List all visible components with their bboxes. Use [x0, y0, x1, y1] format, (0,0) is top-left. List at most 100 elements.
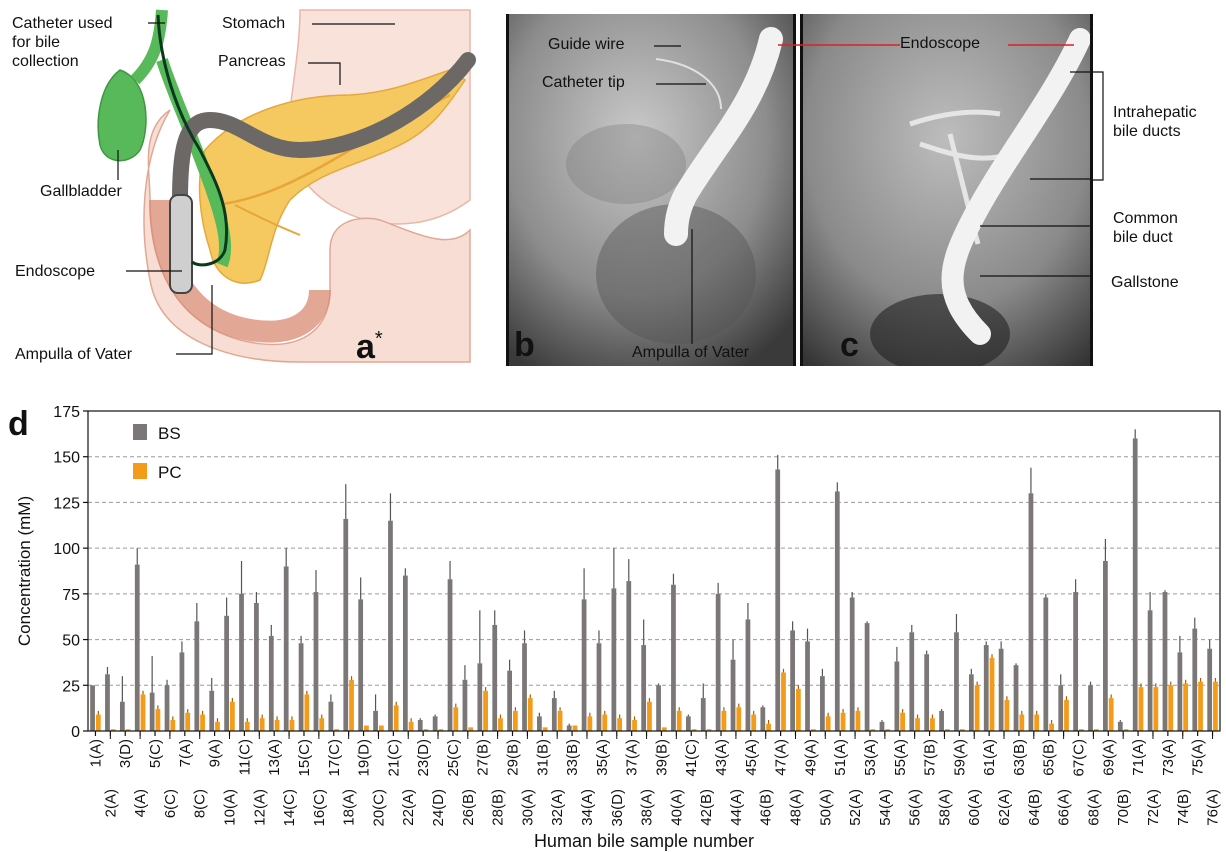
bar-pc	[349, 679, 354, 731]
x-tick-label: 19(D)	[356, 739, 373, 777]
bar-pc	[393, 705, 399, 731]
bar-pc	[676, 710, 682, 731]
bar-pc	[855, 710, 861, 731]
bar-pc	[796, 688, 801, 731]
x-tick-label: 59(A)	[951, 739, 968, 776]
bar-pc	[930, 718, 935, 731]
x-tick-label: 63(B)	[1011, 739, 1028, 776]
bar-bs	[1103, 560, 1108, 731]
chart-bars	[90, 429, 1218, 731]
label-common-bile-duct: Common bile duct	[1113, 209, 1178, 247]
bar-bs	[879, 721, 885, 731]
bar-pc	[527, 698, 533, 731]
y-axis-label: Concentration (mM)	[15, 496, 34, 646]
bar-bs	[671, 584, 676, 731]
x-tick-label: 60(A)	[966, 789, 983, 826]
bar-pc	[334, 729, 340, 731]
x-tick-label: 7(A)	[177, 739, 194, 767]
panel-a-illustration: Catheter used for bile collection Stomac…	[0, 0, 480, 372]
bar-bs	[641, 645, 647, 731]
x-tick-label: 70(B)	[1115, 789, 1132, 826]
bar-pc	[140, 694, 146, 731]
bar-pc	[319, 718, 325, 731]
xray-c-image	[800, 14, 1093, 366]
bar-pc	[766, 723, 771, 731]
bar-bs	[954, 632, 959, 731]
x-tick-label: 62(A)	[996, 789, 1013, 826]
x-tick-label: 10(A)	[222, 789, 239, 826]
x-tick-label: 42(B)	[698, 789, 715, 826]
bar-pc	[617, 718, 623, 731]
duodenum-wall	[149, 199, 331, 343]
bar-bs	[760, 707, 766, 731]
bar-bs	[149, 692, 155, 731]
panel-letter-c: c	[840, 326, 859, 364]
bar-bs	[790, 630, 795, 731]
bar-pc	[453, 707, 459, 731]
gallbladder-shape	[97, 69, 147, 162]
x-tick-label: 76(A)	[1205, 789, 1222, 826]
bar-pc	[781, 672, 786, 731]
x-tick-label: 16(C)	[311, 789, 328, 827]
bar-bs	[164, 685, 170, 731]
bar-pc	[810, 729, 816, 731]
bar-bs	[313, 592, 319, 731]
bar-bs	[119, 701, 125, 731]
bar-pc	[915, 718, 920, 731]
label-endoscope-c: Endoscope	[900, 35, 981, 52]
bar-bs	[566, 725, 572, 731]
bar-bs	[134, 564, 140, 731]
y-tick-label: 25	[62, 678, 80, 695]
x-tick-label: 56(A)	[907, 789, 924, 826]
bar-pc	[408, 721, 414, 731]
bar-pc	[1079, 729, 1084, 731]
bar-pc	[1034, 714, 1040, 731]
bar-pc	[1123, 729, 1129, 731]
bar-pc	[155, 709, 161, 731]
label-catheter-line2: for bile	[12, 34, 61, 51]
bar-pc	[364, 725, 369, 731]
chart-legend: BS PC	[133, 424, 182, 482]
x-tick-label: 22(A)	[400, 789, 417, 826]
x-tick-label: 13(A)	[266, 739, 283, 776]
x-tick-label: 9(A)	[207, 739, 224, 767]
label-stomach: Stomach	[222, 15, 286, 32]
x-tick-label: 8(C)	[192, 789, 209, 818]
legend-swatch-pc	[133, 463, 147, 479]
bar-pc	[185, 712, 191, 731]
bar-bs	[849, 597, 855, 731]
bar-pc	[542, 727, 548, 731]
bar-pc	[647, 701, 652, 731]
label-ampulla-b: Ampulla of Vater	[632, 344, 750, 361]
bar-bs	[805, 641, 810, 731]
x-tick-label: 38(A)	[639, 789, 656, 826]
bar-pc	[423, 729, 429, 731]
bar-bs	[477, 663, 483, 731]
bar-bs	[239, 593, 244, 731]
bar-bs	[864, 623, 870, 731]
bar-bs	[894, 661, 900, 731]
pancreatic-duct-branch	[234, 204, 301, 236]
endoscope-red-line	[778, 44, 1074, 46]
x-tick-label: 3(D)	[117, 739, 134, 768]
bar-bs	[1058, 685, 1064, 731]
y-axis: 0 25 50 75 100 125 150 175	[53, 404, 88, 741]
bar-bs	[775, 469, 781, 731]
label-catheter-line1: Catheter used	[12, 15, 113, 32]
x-tick-label: 24(D)	[430, 789, 447, 827]
x-tick-label: 17(C)	[326, 739, 343, 777]
bar-pc	[1183, 683, 1189, 731]
bar-pc	[1064, 699, 1069, 731]
label-catheter-line3: collection	[12, 53, 79, 70]
anatomy-illustration	[97, 9, 476, 363]
x-tick-label: 65(B)	[1041, 739, 1058, 776]
x-tick-label: 27(B)	[475, 739, 492, 776]
x-tick-label: 15(C)	[296, 739, 313, 777]
x-tick-label: 23(D)	[415, 739, 432, 777]
bar-bs	[581, 599, 587, 731]
bar-pc	[1138, 687, 1144, 731]
panel-letter-a-asterisk: *	[374, 328, 383, 350]
bar-pc	[468, 727, 474, 731]
x-tick-label: 12(A)	[251, 789, 268, 826]
bar-bs	[373, 710, 378, 731]
